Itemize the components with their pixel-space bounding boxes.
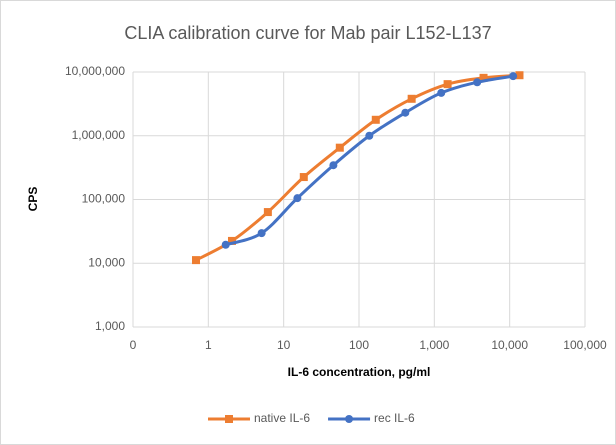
x-tick-label: 10 — [277, 338, 291, 352]
marker — [509, 72, 518, 81]
y-tick-label: 1,000 — [95, 319, 125, 333]
marker — [192, 256, 201, 265]
y-axis-label: CPS — [26, 187, 40, 212]
marker — [407, 94, 416, 103]
x-tick-label: 100 — [349, 338, 369, 352]
legend-label: rec IL-6 — [374, 411, 415, 425]
marker — [257, 229, 266, 238]
x-tick-label: 10,000 — [491, 338, 528, 352]
marker — [221, 240, 230, 249]
marker — [227, 236, 236, 245]
marker — [365, 131, 374, 140]
marker — [345, 415, 354, 423]
series-line — [195, 73, 520, 262]
y-tick-label: 10,000,000 — [65, 64, 125, 78]
x-axis-label: IL-6 concentration, pg/ml — [288, 365, 431, 379]
x-tick-label: 1,000 — [419, 338, 449, 352]
marker — [335, 143, 344, 152]
x-tick-label: 0 — [130, 338, 137, 352]
chart-title: CLIA calibration curve for Mab pair L152… — [124, 23, 491, 43]
x-tick-label: 1 — [205, 338, 212, 352]
x-tick-label: 100,000 — [563, 338, 607, 352]
marker — [263, 208, 272, 217]
marker — [225, 415, 233, 423]
marker — [371, 115, 380, 124]
y-tick-label: 100,000 — [82, 192, 126, 206]
y-tick-label: 1,000,000 — [72, 128, 126, 142]
marker — [515, 71, 524, 80]
marker — [437, 88, 446, 97]
marker — [443, 80, 452, 89]
marker — [293, 194, 302, 203]
legend-label: native IL-6 — [254, 411, 310, 425]
marker — [401, 108, 410, 117]
y-tick-label: 10,000 — [88, 255, 125, 269]
marker — [479, 73, 488, 82]
marker — [329, 161, 338, 170]
marker — [473, 78, 482, 87]
marker — [299, 173, 308, 182]
